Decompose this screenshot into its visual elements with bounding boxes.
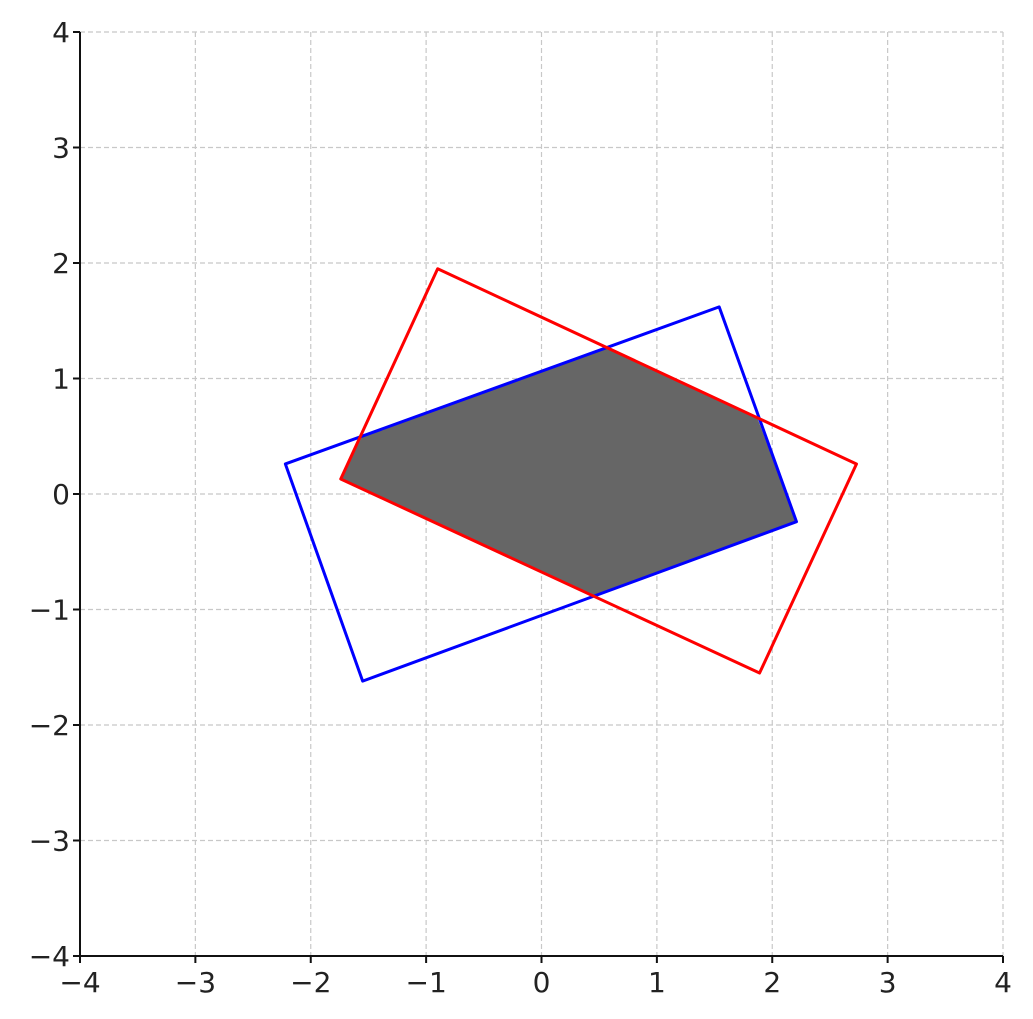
rectangle-outline bbox=[339, 267, 858, 675]
y-tick-label: 0 bbox=[52, 478, 70, 511]
y-tick-label: 3 bbox=[52, 132, 70, 165]
x-tick-label: 0 bbox=[533, 966, 551, 999]
x-tick-label: −3 bbox=[175, 966, 216, 999]
y-tick-label: −2 bbox=[29, 709, 70, 742]
y-tick-label: −1 bbox=[29, 594, 70, 627]
x-tick-label: −1 bbox=[405, 966, 446, 999]
x-tick-label: −2 bbox=[290, 966, 331, 999]
rectangle-outline bbox=[283, 305, 798, 683]
x-tick-label: 2 bbox=[763, 966, 781, 999]
intersection-area bbox=[340, 347, 797, 597]
x-tick-label: 4 bbox=[994, 966, 1012, 999]
y-tick-label: 2 bbox=[52, 247, 70, 280]
x-tick-label: −4 bbox=[59, 966, 100, 999]
x-tick-label: 3 bbox=[879, 966, 897, 999]
y-tick-label: −4 bbox=[29, 940, 70, 973]
y-tick-label: 4 bbox=[52, 16, 70, 49]
x-tick-label: 1 bbox=[648, 966, 666, 999]
y-tick-label: 1 bbox=[52, 363, 70, 396]
y-tick-label: −3 bbox=[29, 825, 70, 858]
